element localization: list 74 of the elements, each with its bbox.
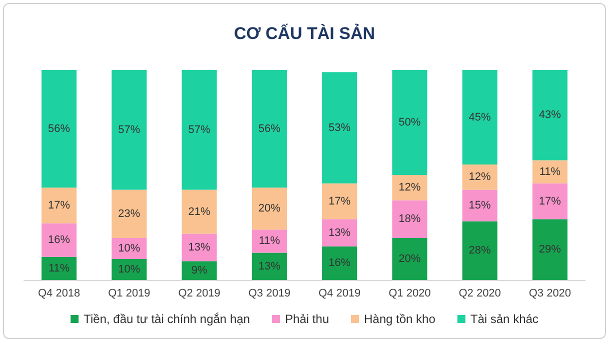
bar [322, 246, 358, 280]
bar [42, 223, 77, 257]
data-label: 11% [48, 262, 70, 274]
data-label: 56% [48, 122, 70, 135]
x-tick-label: Q3 2020 [528, 288, 572, 300]
data-label: 15% [468, 199, 492, 212]
bar [532, 70, 568, 160]
data-label: 20% [398, 253, 421, 265]
data-label: 56% [258, 122, 281, 135]
data-label: 57% [188, 124, 211, 136]
bar [182, 190, 217, 234]
bar [392, 70, 428, 175]
bar [42, 188, 77, 224]
bar [462, 221, 498, 280]
bar [532, 160, 568, 184]
bar [322, 72, 358, 184]
x-tick-label: Q4 2019 [318, 288, 361, 300]
x-tick-label: Q2 2019 [178, 288, 220, 300]
legend-label: Hàng tồn kho [364, 312, 436, 326]
data-label: 28% [468, 244, 492, 257]
x-tick-label: Q1 2020 [388, 288, 431, 300]
bar [252, 70, 287, 188]
data-label: 13% [328, 226, 351, 239]
bar [182, 70, 217, 190]
data-label: 20% [258, 202, 281, 215]
data-label: 12% [468, 171, 492, 184]
chart-title: CƠ CẤU TÀI SẢN [234, 23, 376, 43]
bar [182, 261, 217, 280]
x-tick-label: Q1 2019 [108, 288, 150, 300]
data-label: 11% [258, 235, 280, 248]
data-label: 18% [398, 213, 421, 226]
bar [182, 234, 217, 262]
bar [252, 252, 287, 280]
bar [322, 219, 358, 246]
data-label: 17% [48, 199, 70, 212]
bar [532, 219, 568, 280]
bar [42, 256, 77, 280]
data-label: 13% [258, 260, 281, 272]
x-tick-label: Q4 2018 [38, 288, 80, 300]
data-label: 11% [539, 166, 561, 178]
data-label: 43% [538, 109, 562, 122]
legend-label: Tiền, đầu tư tài chính ngắn hạn [84, 312, 250, 326]
data-label: 10% [118, 264, 140, 276]
bar [462, 70, 498, 164]
x-tick-label: Q2 2020 [458, 288, 501, 300]
legend-label: Phải thu [284, 312, 330, 326]
data-label: 29% [538, 244, 562, 256]
data-label: 12% [398, 182, 421, 194]
data-label: 57% [118, 124, 140, 136]
data-label: 23% [118, 208, 140, 220]
bar [112, 190, 147, 238]
data-label: 17% [538, 195, 562, 208]
data-label: 10% [118, 242, 140, 254]
bar [392, 200, 428, 238]
bar [252, 188, 287, 230]
data-label: 53% [328, 122, 351, 134]
data-label: 50% [398, 116, 421, 128]
bar [252, 230, 287, 253]
data-label: 9% [191, 264, 208, 277]
bar [112, 70, 147, 190]
legend-label: Tài sản khác [470, 312, 538, 326]
data-label: 21% [188, 206, 211, 218]
data-label: 16% [48, 234, 70, 246]
data-label: 13% [188, 241, 211, 254]
bar [392, 238, 428, 280]
data-label: 17% [328, 195, 351, 208]
data-label: 16% [328, 257, 351, 270]
bar [462, 190, 498, 222]
bar [532, 183, 568, 220]
bar [462, 164, 498, 190]
bar [322, 183, 358, 220]
data-label: 45% [468, 111, 492, 124]
bar [42, 70, 77, 188]
x-tick-label: Q3 2019 [248, 288, 291, 300]
